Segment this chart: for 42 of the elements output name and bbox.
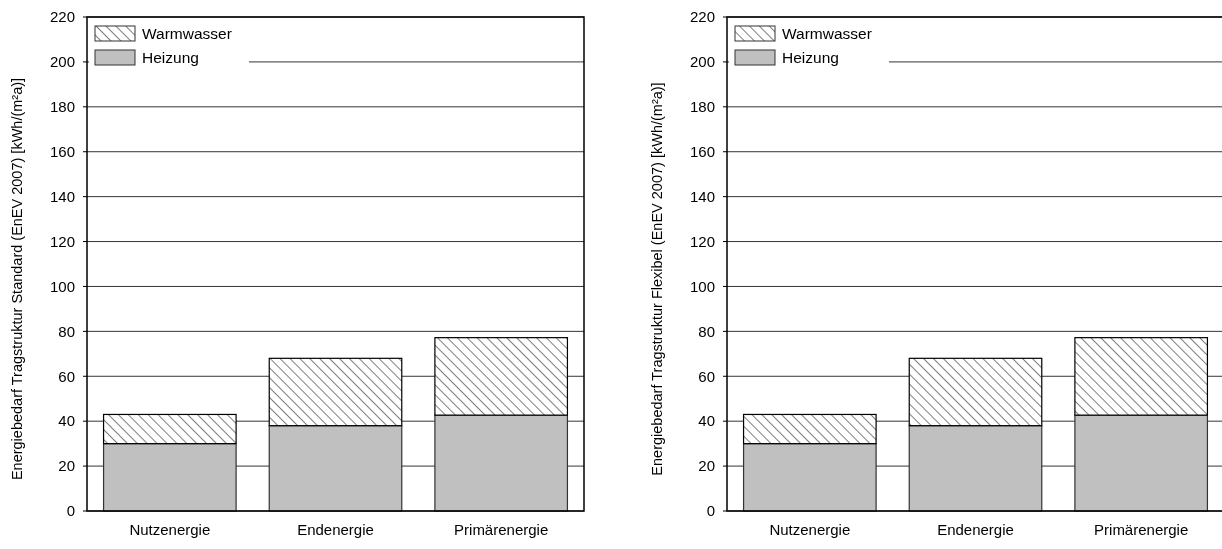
y-tick-label: 140 <box>49 187 75 205</box>
y-tick-label: 20 <box>698 457 715 475</box>
y-tick-label: 80 <box>698 322 715 340</box>
legend-label: Heizung <box>782 49 839 67</box>
y-tick-label: 160 <box>689 142 715 160</box>
x-tick-label: Primärenergie <box>1094 521 1189 538</box>
y-tick-label: 60 <box>698 367 715 385</box>
y-tick-label: 60 <box>58 367 75 385</box>
y-tick-label: 200 <box>49 53 75 71</box>
bar <box>268 425 403 512</box>
y-tick-label: 120 <box>689 232 715 250</box>
legend-label: Warmwasser <box>142 25 232 43</box>
bar <box>102 443 237 512</box>
y-tick-label: 220 <box>49 8 75 26</box>
y-tick-label: 40 <box>58 412 75 430</box>
y-tick-label: 20 <box>58 457 75 475</box>
y-tick-label: 220 <box>689 8 715 26</box>
legend-label: Heizung <box>142 49 199 67</box>
y-tick-label: 180 <box>689 98 715 116</box>
x-tick-label: Nutzenergie <box>129 521 211 538</box>
x-tick-label: Primärenergie <box>454 521 549 538</box>
y-tick-label: 100 <box>689 277 715 295</box>
y-tick-label: 100 <box>49 277 75 295</box>
y-tick-label: 40 <box>698 412 715 430</box>
y-tick-label: 120 <box>49 232 75 250</box>
y-tick-label: 80 <box>58 322 75 340</box>
bar <box>1074 414 1209 512</box>
legend-label: Warmwasser <box>782 25 872 43</box>
y-axis-title: Energiebedarf Tragstruktur Flexibel (EnEV 2007) [kWh/(m²a)] <box>649 82 665 476</box>
y-tick-label: 0 <box>66 502 75 520</box>
y-tick-label: 140 <box>689 187 715 205</box>
x-tick-label: Nutzenergie <box>769 521 851 538</box>
bar <box>434 414 569 512</box>
y-tick-label: 180 <box>49 98 75 116</box>
y-tick-label: 200 <box>689 53 715 71</box>
y-axis-title: Energiebedarf Tragstruktur Standard (EnEV 2007) [kWh/(m²a)] <box>9 77 25 481</box>
bar <box>742 443 877 512</box>
y-tick-label: 160 <box>49 142 75 160</box>
x-tick-label: Endenergie <box>297 521 374 538</box>
bar <box>908 425 1043 512</box>
y-tick-label: 0 <box>706 502 715 520</box>
x-tick-label: Endenergie <box>937 521 1014 538</box>
